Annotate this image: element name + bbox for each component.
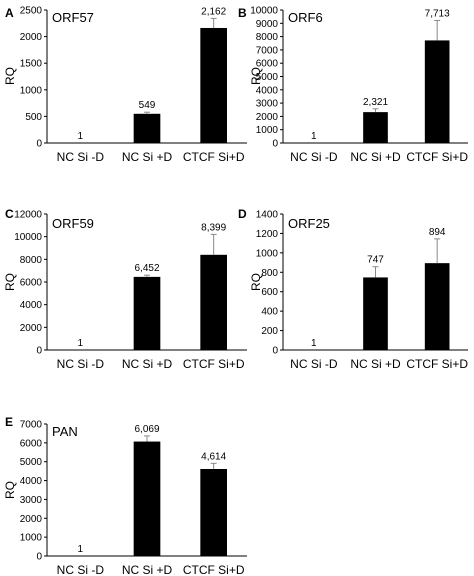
panel-c-value-label: 8,399: [201, 222, 226, 233]
panel-e-category-label: NC Si -D: [57, 563, 105, 576]
panel-b-y-tick-label: 10000: [250, 6, 278, 17]
panel-d-value-label: 894: [429, 227, 446, 238]
panel-a-title: ORF57: [52, 10, 94, 25]
panel-e-letter: E: [5, 415, 13, 429]
panel-c-category-label: CTCF Si+D: [183, 357, 245, 371]
panel-a-y-tick-label: 2500: [20, 6, 43, 17]
panel-c-title: ORF59: [52, 216, 94, 231]
panel-c-y-tick-label: 0: [36, 346, 42, 357]
panel-c-y-tick-label: 12000: [14, 210, 42, 221]
panel-b-y-tick-label: 3000: [256, 99, 279, 110]
panel-e-category-label: CTCF Si+D: [183, 563, 245, 576]
panel-d-y-tick-label: 200: [261, 326, 278, 337]
panel-b-bar: [424, 40, 450, 143]
panel-b-value-label: 1: [311, 131, 317, 142]
panel-d-bar: [363, 277, 388, 350]
panel-d-bar: [424, 263, 450, 350]
panel-c-letter: C: [5, 207, 14, 221]
panel-e-bar: [200, 468, 227, 556]
panel-c-y-tick-label: 6000: [20, 278, 43, 289]
panel-a-ylabel: RQ: [3, 67, 17, 85]
panel-a-value-label: 549: [139, 100, 156, 111]
panel-b-y-tick-label: 4000: [256, 85, 279, 96]
panel-d-y-tick-label: 800: [261, 268, 278, 279]
panel-d-y-tick-label: 1200: [256, 229, 279, 240]
panel-d-category-label: NC Si -D: [290, 357, 338, 371]
panel-b-ylabel: RQ: [249, 67, 263, 85]
panel-a-bar: [133, 113, 161, 143]
panel-b-category-label: NC Si -D: [290, 150, 338, 164]
panel-b-y-tick-label: 9000: [256, 19, 279, 30]
panel-e-value-label: 6,069: [134, 424, 159, 435]
panel-b-y-tick-label: 7000: [256, 45, 279, 56]
panel-a-category-label: CTCF Si+D: [183, 150, 245, 164]
panel-c-y-tick-label: 8000: [20, 255, 43, 266]
panel-c-y-tick-label: 2000: [20, 323, 43, 334]
panel-e-ylabel: RQ: [3, 481, 17, 499]
panel-e-y-tick-label: 5000: [20, 457, 43, 468]
panel-b-title: ORF6: [288, 10, 323, 25]
panel-e-y-tick-label: 6000: [20, 438, 43, 449]
panel-a-y-tick-label: 2000: [20, 32, 43, 43]
panel-a-category-label: NC Si -D: [57, 150, 105, 164]
panel-b-category-label: NC Si +D: [350, 150, 401, 164]
panel-e-y-tick-label: 7000: [20, 420, 43, 431]
panel-b-y-tick-label: 2000: [256, 112, 279, 123]
panel-d-category-label: CTCF Si+D: [406, 357, 468, 371]
panel-b-y-tick-label: 8000: [256, 32, 279, 43]
panel-b-value-label: 2,321: [363, 97, 388, 108]
panel-d-y-tick-label: 600: [261, 287, 278, 298]
panel-c-bar: [133, 276, 161, 350]
panel-d-value-label: 747: [367, 255, 384, 266]
panel-c-ylabel: RQ: [3, 273, 17, 291]
panel-c-category-label: NC Si -D: [57, 357, 105, 371]
panel-b-value-label: 7,713: [425, 8, 450, 19]
panel-d-y-tick-label: 1000: [256, 248, 279, 259]
panel-c-bar: [200, 254, 227, 350]
panel-e-y-tick-label: 1000: [20, 533, 43, 544]
panel-a-letter: A: [5, 6, 14, 20]
panel-e-y-tick-label: 4000: [20, 476, 43, 487]
panel-c-y-tick-label: 4000: [20, 300, 43, 311]
panel-e-category-label: NC Si +D: [122, 563, 173, 576]
panel-a-category-label: NC Si +D: [122, 150, 173, 164]
panel-b-y-tick-label: 1000: [256, 125, 279, 136]
panel-d-category-label: NC Si +D: [350, 357, 401, 371]
panel-b-letter: B: [238, 6, 247, 20]
panel-b-y-tick-label: 6000: [256, 59, 279, 70]
panel-a-y-tick-label: 1500: [20, 59, 43, 70]
panel-e-y-tick-label: 0: [36, 552, 42, 563]
panel-e-title: PAN: [52, 424, 78, 439]
panel-a-value-label: 1: [78, 131, 84, 142]
panel-a-value-label: 2,162: [201, 6, 226, 17]
panel-b-bar: [363, 112, 388, 143]
panel-e-y-tick-label: 3000: [20, 495, 43, 506]
panel-d-y-tick-label: 1400: [256, 210, 279, 221]
panel-b-y-tick-label: 5000: [256, 72, 279, 83]
panel-b-category-label: CTCF Si+D: [406, 150, 468, 164]
panel-a-y-tick-label: 1000: [20, 85, 43, 96]
panel-c-y-tick-label: 10000: [14, 232, 42, 243]
panel-b-y-tick-label: 0: [272, 139, 278, 150]
panel-d-y-tick-label: 400: [261, 307, 278, 318]
panel-d-ylabel: RQ: [249, 273, 263, 291]
panel-e-value-label: 1: [78, 544, 84, 555]
panel-c-value-label: 1: [78, 338, 84, 349]
panel-d-value-label: 1: [311, 338, 317, 349]
panel-d-letter: D: [238, 207, 247, 221]
panel-c-category-label: NC Si +D: [122, 357, 173, 371]
panel-a-y-tick-label: 500: [25, 112, 42, 123]
panel-d-y-tick-label: 0: [272, 346, 278, 357]
panel-d-title: ORF25: [288, 216, 330, 231]
panel-a-bar: [200, 27, 227, 144]
panel-e-value-label: 4,614: [201, 451, 226, 462]
panel-a-y-tick-label: 0: [36, 139, 42, 150]
panel-e-bar: [133, 441, 161, 556]
panel-e-y-tick-label: 2000: [20, 514, 43, 525]
panel-c-value-label: 6,452: [134, 263, 159, 274]
